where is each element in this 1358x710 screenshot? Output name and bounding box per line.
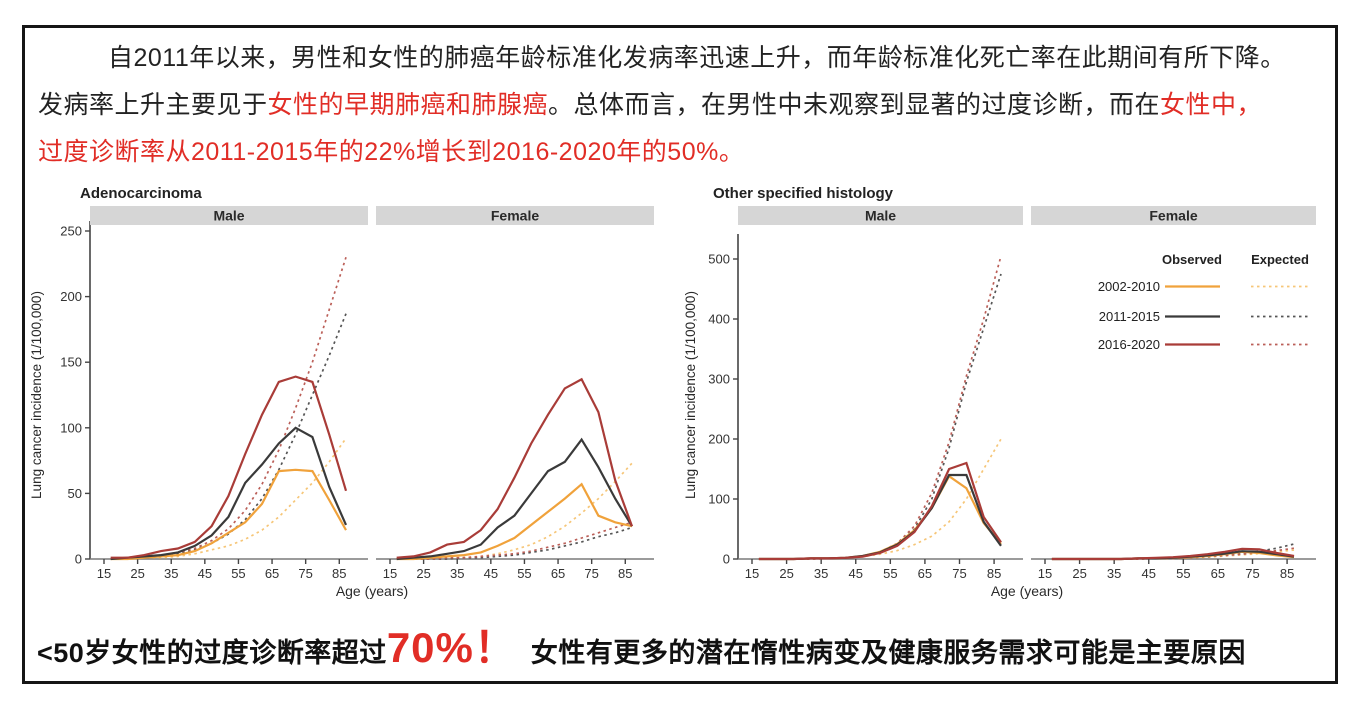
y-tick-label: 500 xyxy=(708,252,730,267)
banner-segment: 女性有更多的潜在惰性病变及健康服务需求可能是主要原因 xyxy=(530,638,1246,668)
legend-period-label: 2002-2010 xyxy=(1098,279,1160,294)
series-observed-2002-2010 xyxy=(396,482,633,561)
summary-paragraph: 自2011年以来，男性和女性的肺癌年龄标准化发病率迅速上升，而年龄标准化死亡率在… xyxy=(25,28,1335,176)
x-tick-label: 75 xyxy=(952,566,966,581)
banner-segment: 70%！ xyxy=(386,624,517,671)
chart-title: Other specified histology xyxy=(713,185,894,202)
y-tick-label: 0 xyxy=(723,552,730,567)
paragraph-line: 自2011年以来，男性和女性的肺癌年龄标准化发病率迅速上升，而年龄标准化死亡率在… xyxy=(38,35,1321,82)
text-segment: 女性的早期肺癌和肺腺癌 xyxy=(267,91,549,119)
series-expected-2016-2020 xyxy=(396,521,633,560)
text-segment: 自2011年以来，男性和女性的肺癌年龄标准化发病率迅速上升，而年龄标准化死亡率在… xyxy=(108,44,1286,72)
chart-other-histology: Other specified histology Lung cancer in… xyxy=(683,185,1316,599)
y-tick-label: 0 xyxy=(75,552,82,567)
x-tick-label: 25 xyxy=(1072,566,1086,581)
facet-strip xyxy=(376,206,654,225)
series-observed-2016-2020 xyxy=(396,377,634,559)
y-tick-label: 400 xyxy=(708,312,730,327)
paragraph-line: 发病率上升主要见于女性的早期肺癌和肺腺癌。总体而言，在男性中未观察到显著的过度诊… xyxy=(38,82,1321,129)
y-tick-label: 100 xyxy=(60,420,82,435)
series-observed-2011-2015 xyxy=(396,437,633,561)
y-tick-label: 100 xyxy=(708,492,730,507)
bottom-banner: <50岁女性的过度诊断率超过 70%！ 女性有更多的潜在惰性病变及健康服务需求可能是… xyxy=(25,604,1335,675)
y-tick-label: 150 xyxy=(60,355,82,370)
x-tick-label: 25 xyxy=(779,566,793,581)
chart-title: Adenocarcinoma xyxy=(80,185,202,202)
x-tick-label: 35 xyxy=(1107,566,1121,581)
x-tick-label: 45 xyxy=(849,566,863,581)
x-tick-label: 35 xyxy=(450,566,464,581)
x-tick-label: 55 xyxy=(517,566,531,581)
y-tick-label: 250 xyxy=(60,224,82,239)
y-axis-label: Lung cancer incidence (1/100,000) xyxy=(683,291,698,499)
x-tick-label: 65 xyxy=(918,566,932,581)
x-tick-label: 75 xyxy=(584,566,598,581)
legend-period-label: 2016-2020 xyxy=(1098,337,1160,352)
x-tick-label: 55 xyxy=(883,566,897,581)
banner-segment: <50岁女性的过度诊断率超过 xyxy=(37,638,387,668)
x-tick-label: 15 xyxy=(97,566,111,581)
x-tick-label: 25 xyxy=(130,566,144,581)
y-axis-label: Lung cancer incidence (1/100,000) xyxy=(29,291,44,499)
facet-strip xyxy=(738,206,1023,225)
figure-frame: 自2011年以来，男性和女性的肺癌年龄标准化发病率迅速上升，而年龄标准化死亡率在… xyxy=(22,25,1338,684)
paragraph-line: 过度诊断率从2011-2015年的22%增长到2016-2020年的50%。 xyxy=(38,129,1321,176)
facet-label: Female xyxy=(1149,208,1197,224)
x-tick-label: 35 xyxy=(814,566,828,581)
x-axis-label: Age (years) xyxy=(991,583,1063,599)
x-tick-label: 65 xyxy=(551,566,565,581)
x-tick-label: 15 xyxy=(383,566,397,581)
x-tick-label: 15 xyxy=(1038,566,1052,581)
series-expected-2002-2010 xyxy=(110,437,347,560)
x-tick-label: 35 xyxy=(164,566,178,581)
facet-strip xyxy=(90,206,368,225)
facet-label: Male xyxy=(865,208,896,224)
legend-expected-header: Expected xyxy=(1251,252,1309,267)
text-segment: 过度诊断率从2011-2015年的22%增长到2016-2020年的50%。 xyxy=(38,138,745,166)
x-tick-label: 85 xyxy=(332,566,346,581)
series-observed-2011-2015 xyxy=(110,426,348,561)
facet-label: Male xyxy=(213,208,244,224)
x-tick-label: 55 xyxy=(1176,566,1190,581)
x-tick-label: 75 xyxy=(1245,566,1259,581)
charts-row: Adenocarcinoma Lung cancer incidence (1/… xyxy=(25,179,1335,604)
x-axis-label: Age (years) xyxy=(336,583,408,599)
series-expected-2011-2015 xyxy=(110,313,347,560)
series-expected-2002-2010 xyxy=(758,438,1002,560)
x-tick-label: 65 xyxy=(265,566,279,581)
x-tick-label: 85 xyxy=(987,566,1001,581)
series-expected-2016-2020 xyxy=(110,256,347,560)
series-observed-2016-2020 xyxy=(1051,547,1295,561)
series-observed-2002-2010 xyxy=(110,468,347,561)
series-observed-2002-2010 xyxy=(758,474,1002,561)
facet-label: Female xyxy=(491,208,539,224)
chart-adenocarcinoma: Adenocarcinoma Lung cancer incidence (1/… xyxy=(29,185,654,599)
x-tick-label: 65 xyxy=(1211,566,1225,581)
x-tick-label: 85 xyxy=(1280,566,1294,581)
x-tick-label: 85 xyxy=(618,566,632,581)
series-expected-2011-2015 xyxy=(396,526,633,560)
y-tick-label: 200 xyxy=(60,289,82,304)
y-tick-label: 50 xyxy=(68,486,82,501)
legend-period-label: 2011-2015 xyxy=(1099,309,1160,324)
series-expected-2016-2020 xyxy=(758,255,1002,560)
y-tick-label: 200 xyxy=(708,432,730,447)
y-tick-label: 300 xyxy=(708,372,730,387)
x-tick-label: 55 xyxy=(231,566,245,581)
series-expected-2011-2015 xyxy=(758,273,1002,560)
x-tick-label: 45 xyxy=(1142,566,1156,581)
text-segment: 。总体而言，在男性中未观察到显著的过度诊断，而在 xyxy=(548,91,1161,119)
series-observed-2016-2020 xyxy=(758,461,1002,561)
text-segment: 发病率上升主要见于 xyxy=(38,91,268,119)
x-tick-label: 25 xyxy=(416,566,430,581)
series-observed-2016-2020 xyxy=(110,375,348,559)
x-tick-label: 75 xyxy=(298,566,312,581)
legend-observed-header: Observed xyxy=(1162,252,1222,267)
x-tick-label: 45 xyxy=(484,566,498,581)
facet-strip xyxy=(1031,206,1316,225)
x-tick-label: 45 xyxy=(198,566,212,581)
text-segment: 女性中， xyxy=(1160,91,1263,119)
x-tick-label: 15 xyxy=(745,566,759,581)
